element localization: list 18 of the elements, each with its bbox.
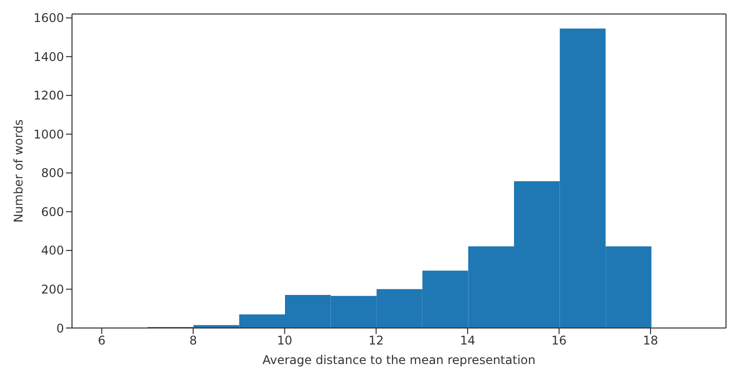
y-tick-label: 1400: [33, 50, 64, 64]
y-tick-label: 1600: [33, 11, 64, 26]
x-axis-title: Average distance to the mean representation: [262, 353, 536, 367]
x-tick-label: 6: [98, 334, 106, 348]
x-tick-label: 16: [551, 334, 567, 348]
x-tick-label: 18: [642, 334, 658, 348]
x-tick-label: 8: [189, 334, 198, 348]
y-tick-label: 200: [41, 282, 64, 296]
y-tick-label: 600: [41, 204, 64, 219]
x-tick-label: 10: [277, 334, 292, 348]
y-tick-label: 1000: [33, 127, 64, 142]
y-tick-label: 800: [41, 166, 64, 180]
y-tick-label: 0: [56, 321, 64, 336]
x-tick-label: 14: [460, 334, 476, 348]
y-tick-label: 400: [41, 244, 64, 258]
y-tick-label: 1200: [33, 88, 64, 103]
y-axis-title: Number of words: [11, 119, 26, 223]
x-tick-label: 12: [368, 334, 384, 348]
